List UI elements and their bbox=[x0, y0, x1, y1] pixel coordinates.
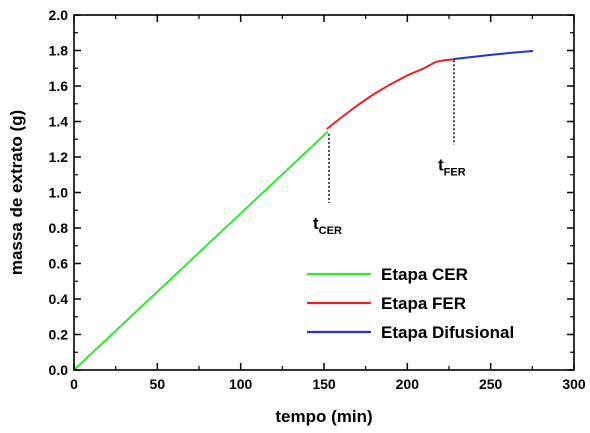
y-tick-label: 1.2 bbox=[49, 149, 69, 165]
annotation-label-1: tCER bbox=[313, 214, 342, 237]
series-line-3 bbox=[453, 50, 534, 60]
x-tick-label: 150 bbox=[312, 376, 336, 392]
x-tick-label: 50 bbox=[150, 376, 166, 392]
series-line-1 bbox=[73, 131, 329, 371]
plot-frame bbox=[73, 14, 575, 371]
y-tick-label: 0.6 bbox=[49, 256, 69, 272]
axes: 0 50 100 150 200 250 300 0.0 0.2 0.4 0.6 0.8 1.0 1.2 1… bbox=[7, 7, 586, 426]
y-axis-title: massa de extrato (g) bbox=[7, 110, 26, 275]
legend: Etapa CER Etapa FER Etapa Difusional bbox=[307, 265, 514, 342]
x-tick-label: 200 bbox=[396, 376, 420, 392]
annotation-label-2: tFER bbox=[438, 156, 466, 179]
y-tick-label: 1.0 bbox=[49, 185, 69, 201]
annotations: tCER tFER bbox=[313, 60, 466, 237]
x-tick-label: 100 bbox=[229, 376, 253, 392]
y-tick-label: 0.0 bbox=[49, 362, 69, 378]
legend-label: Etapa CER bbox=[381, 265, 468, 284]
x-tick-label: 300 bbox=[562, 376, 586, 392]
y-tick-label: 1.6 bbox=[49, 78, 69, 94]
x-axis-title: tempo (min) bbox=[275, 407, 372, 426]
y-tick-label: 0.8 bbox=[49, 220, 69, 236]
y-tick-label: 1.8 bbox=[49, 43, 69, 59]
y-tick-label: 1.4 bbox=[49, 114, 69, 130]
series-line-2 bbox=[326, 58, 455, 130]
y-tick-label: 2.0 bbox=[49, 7, 69, 23]
y-tick-label: 0.4 bbox=[49, 291, 69, 307]
plot-area bbox=[73, 50, 534, 371]
legend-label: Etapa FER bbox=[381, 294, 466, 313]
x-tick-label: 250 bbox=[479, 376, 503, 392]
x-tick-label: 0 bbox=[70, 376, 78, 392]
legend-label: Etapa Difusional bbox=[381, 323, 514, 342]
y-tick-label: 0.2 bbox=[49, 327, 69, 343]
